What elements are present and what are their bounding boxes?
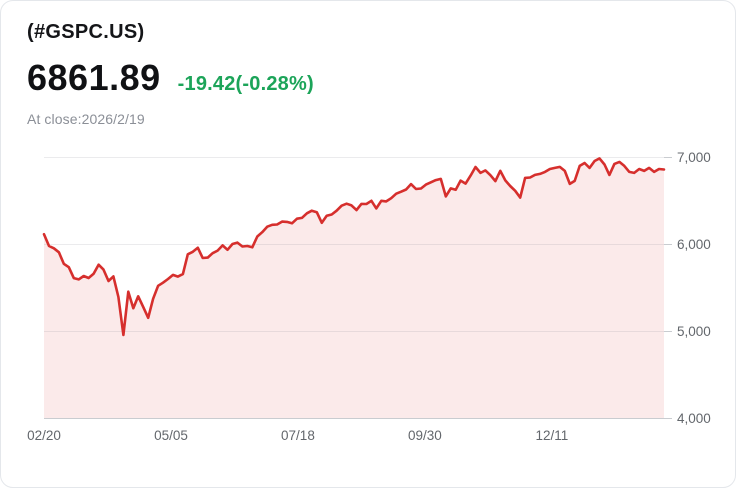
last-price: 6861.89 [27, 57, 161, 98]
price-change: -19.42(-0.28%) [177, 73, 314, 95]
price-line [42, 157, 666, 337]
symbol-title: (#GSPC.US) [27, 21, 145, 43]
x-axis-label: 07/18 [281, 427, 315, 443]
y-axis-label: 4,000 [677, 411, 711, 426]
x-axis-label: 12/11 [535, 427, 569, 443]
close-info: At close:2026/2/19 [27, 111, 145, 127]
price-area-fill [44, 158, 664, 419]
y-axis-label: 6,000 [677, 237, 711, 252]
x-axis-label: 09/30 [408, 427, 442, 443]
y-axis-label: 5,000 [677, 324, 711, 339]
price-row: 6861.89 -19.42(-0.28%) [27, 59, 314, 97]
x-axis-label: 02/20 [27, 427, 61, 443]
y-axis-label: 7,000 [677, 150, 711, 165]
x-axis-label: 05/05 [154, 427, 188, 443]
